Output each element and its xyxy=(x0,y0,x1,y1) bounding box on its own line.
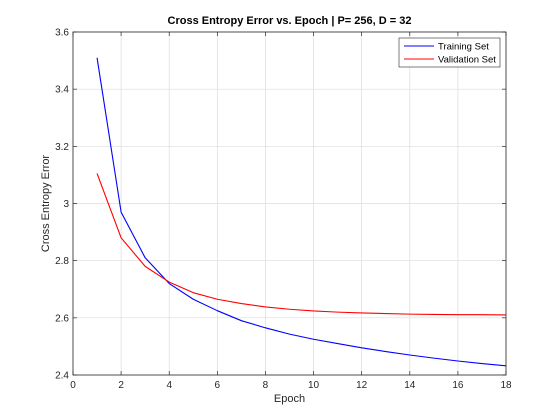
legend-label-validation: Validation Set xyxy=(438,55,496,66)
chart-title: Cross Entropy Error vs. Epoch | P= 256, … xyxy=(168,15,412,27)
x-tick-label: 14 xyxy=(404,380,416,391)
y-tick-label: 3.4 xyxy=(55,85,69,96)
y-tick-label: 3.2 xyxy=(55,142,69,153)
y-axis-label: Cross Entropy Error xyxy=(40,155,52,253)
x-tick-label: 4 xyxy=(166,380,172,391)
y-tick-label: 2.6 xyxy=(55,313,69,324)
axis-ticks: 0 2 4 6 8 10 12 14 16 18 2.4 2.6 2.8 3 3.2 3.4 3.6 xyxy=(55,28,512,392)
y-tick-label: 3 xyxy=(63,199,69,210)
x-tick-label: 6 xyxy=(215,380,221,391)
x-tick-label: 12 xyxy=(356,380,368,391)
y-tick-label: 2.8 xyxy=(55,256,69,267)
legend-box xyxy=(398,37,501,68)
series-line-validation xyxy=(96,173,507,316)
legend: Training Set Validation Set xyxy=(398,37,501,68)
x-axis-label: Epoch xyxy=(274,393,305,405)
x-tick-label: 8 xyxy=(263,380,269,391)
y-tick-label: 2.4 xyxy=(55,371,69,382)
series-lines xyxy=(96,57,507,367)
x-tick-label: 10 xyxy=(308,380,320,391)
x-tick-label: 0 xyxy=(70,380,76,391)
y-tick-label: 3.6 xyxy=(55,28,69,39)
x-tick-label: 18 xyxy=(500,380,512,391)
x-tick-label: 2 xyxy=(118,380,124,391)
x-tick-label: 16 xyxy=(452,380,464,391)
legend-label-training: Training Set xyxy=(438,42,489,53)
